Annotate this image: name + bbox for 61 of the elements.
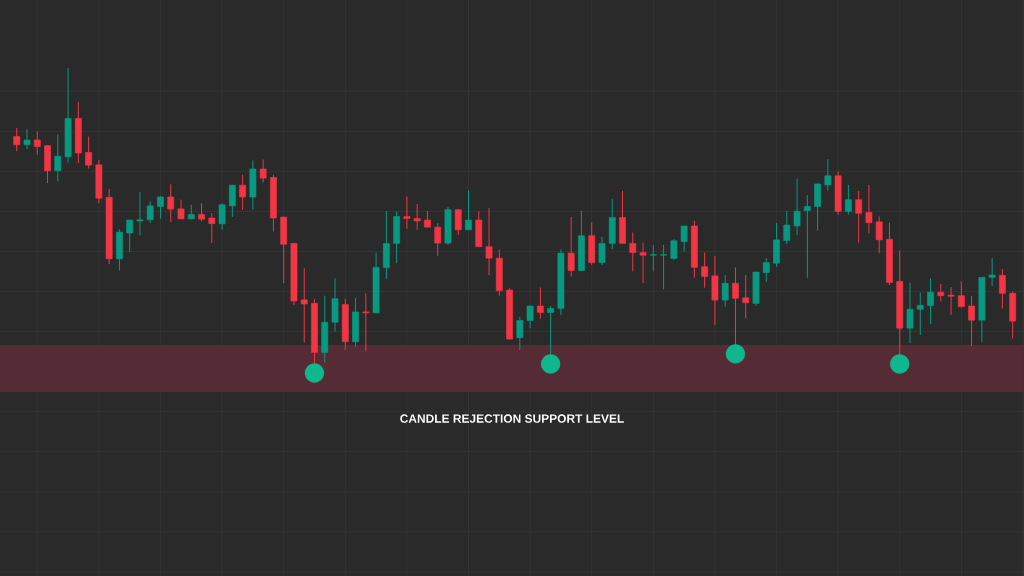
candlestick [177,199,185,220]
candlestick [526,305,534,329]
candlestick [85,135,92,169]
candlestick [485,207,493,276]
candlestick [701,252,709,289]
candlestick [875,216,883,254]
candlestick [136,191,144,236]
candlestick [598,236,606,266]
candlestick [547,305,555,356]
candlestick [33,130,41,156]
candlestick [855,190,863,244]
candlestick [413,203,421,231]
candlestick [742,274,750,319]
candlestick [23,128,31,150]
candlestick [916,291,924,336]
candlestick [639,242,647,284]
candlestick [434,222,442,257]
candlestick [54,134,62,182]
candlestick [762,257,770,283]
candlestick [629,231,637,272]
candlestick [865,184,873,234]
candlestick [567,216,575,277]
candlestick [208,212,216,244]
candlestick [536,286,544,319]
candlestick [660,244,667,290]
candlestick [13,127,21,152]
candlestick [773,222,780,268]
candlestick [649,244,657,272]
candlestick [680,225,688,253]
candlestick [516,316,524,351]
candlestick [331,277,339,333]
candlestick [968,295,975,347]
candlestick [670,238,678,261]
candlestick [783,210,791,245]
candlestick [465,190,472,231]
candlestick [793,178,801,236]
band-label: CANDLE REJECTION SUPPORT LEVEL [400,414,624,423]
candlestick [146,200,154,224]
candlestick [126,219,134,253]
candlestick [167,183,175,223]
candlestick [403,195,411,230]
candlestick [988,257,996,287]
candlestick [927,277,934,325]
candlestick [906,282,914,344]
candlestick [824,158,832,192]
candlestick [454,209,462,236]
candlestick [999,268,1006,309]
candlestick [814,182,821,232]
candlestick [228,184,236,218]
candlestick [845,184,852,216]
candlestick [957,281,965,308]
candlestick [300,267,308,344]
candlestick [947,286,955,316]
candlestick [732,266,739,346]
candlestick [721,274,729,308]
candlestick [239,174,246,211]
candlestick [362,292,370,352]
candlestick [259,159,267,184]
candlestick [803,194,811,279]
candlestick [218,202,226,231]
candlestick [198,202,205,222]
